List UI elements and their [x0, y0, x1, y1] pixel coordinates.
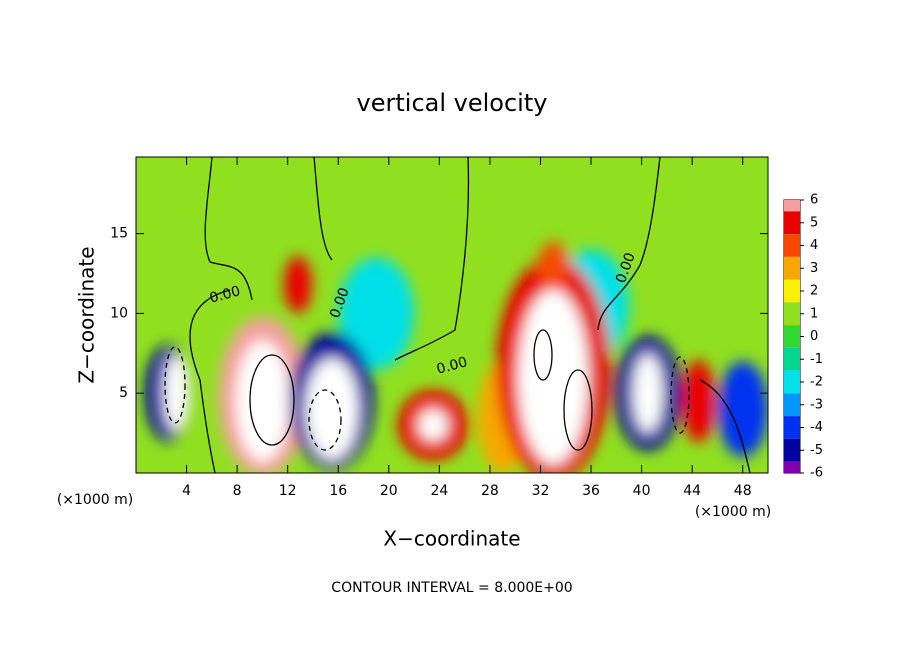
- y-tick-label: 5: [119, 385, 128, 401]
- colorbar-label: -4: [810, 420, 823, 435]
- x-tick-label: 20: [380, 483, 398, 499]
- field-cell: [235, 340, 289, 462]
- contour-line: [164, 346, 186, 424]
- colorbar-label: 0: [810, 329, 818, 344]
- contour-line: [597, 157, 661, 331]
- field-cell: [417, 409, 449, 442]
- x-unit-label: (×1000 m): [695, 504, 771, 520]
- contour-line: [563, 369, 593, 451]
- contour-line: [394, 157, 470, 361]
- contour-line: [189, 289, 231, 473]
- colorbar-label: 1: [810, 306, 818, 321]
- contours: [164, 157, 751, 473]
- colorbar-swatch: [784, 200, 800, 212]
- contour-line: [670, 356, 690, 434]
- field-cell: [682, 359, 715, 443]
- footer: CONTOUR INTERVAL = 8.000E+00: [331, 580, 572, 596]
- contour-line: [204, 157, 253, 301]
- x-tick-label: 28: [481, 483, 499, 499]
- field-cell: [537, 241, 569, 290]
- colorbar-swatch: [784, 438, 800, 462]
- colorbar-swatch: [784, 325, 800, 348]
- contour-line: [313, 157, 333, 261]
- contour-label: 0.00: [435, 354, 469, 378]
- y-axis-label: Z−coordinate: [75, 246, 99, 383]
- x-tick-label: 8: [233, 483, 242, 499]
- contour-line: [249, 354, 295, 446]
- colorbar-swatch: [784, 461, 800, 473]
- field-cell: [305, 358, 359, 461]
- x-tick-label: 16: [329, 483, 347, 499]
- field-cell: [163, 354, 190, 432]
- x-tick-label: 12: [279, 483, 297, 499]
- x-tick-label: 48: [734, 483, 752, 499]
- x-tick-label: 40: [633, 483, 651, 499]
- colorbar-swatch: [784, 279, 800, 303]
- colorbar-label: 4: [810, 238, 818, 253]
- contour-label: 0.00: [208, 283, 242, 307]
- colorbar-label: -2: [810, 375, 823, 390]
- colorbar-swatch: [784, 234, 800, 257]
- colorbar-label: 6: [810, 193, 818, 208]
- colorbar-swatch: [784, 211, 800, 235]
- colorbar-swatch: [784, 370, 800, 394]
- colorbar-swatch: [784, 393, 800, 417]
- colorbar-label: -6: [810, 466, 823, 481]
- field-cell: [517, 289, 589, 466]
- x-tick-label: 4: [182, 483, 191, 499]
- colorbar-label: 2: [810, 284, 818, 299]
- field-cell: [283, 255, 312, 314]
- plot-frame: [135, 156, 769, 474]
- contour-line: [699, 379, 751, 473]
- x-tick-label: 36: [582, 483, 600, 499]
- colorbar-swatch: [784, 256, 800, 280]
- colorbar-label: -1: [810, 352, 823, 367]
- colorbar-label: -3: [810, 397, 823, 412]
- contour-line: [533, 329, 553, 381]
- x-tick-label: 44: [683, 483, 701, 499]
- field: [136, 157, 768, 473]
- x-axis-label: X−coordinate: [383, 527, 520, 551]
- colorbar-swatch: [784, 416, 800, 439]
- field-cell: [717, 361, 768, 458]
- field-cells: [144, 241, 768, 473]
- colorbar-swatch: [784, 302, 800, 326]
- colorbar-label: 5: [810, 215, 818, 230]
- x-tick-label: 24: [430, 483, 448, 499]
- field-cell: [632, 353, 664, 434]
- y-tick-label: 10: [110, 305, 128, 321]
- y-tick-label: 15: [110, 226, 128, 242]
- x-unit-label: (×1000 m): [57, 492, 133, 508]
- x-tick-label: 32: [532, 483, 550, 499]
- contour-line: [308, 389, 342, 451]
- field-cell: [338, 257, 415, 370]
- chart-title: vertical velocity: [357, 89, 548, 117]
- colorbar-swatch: [784, 347, 800, 371]
- colorbar-label: -5: [810, 443, 823, 458]
- colorbar-label: 3: [810, 261, 818, 276]
